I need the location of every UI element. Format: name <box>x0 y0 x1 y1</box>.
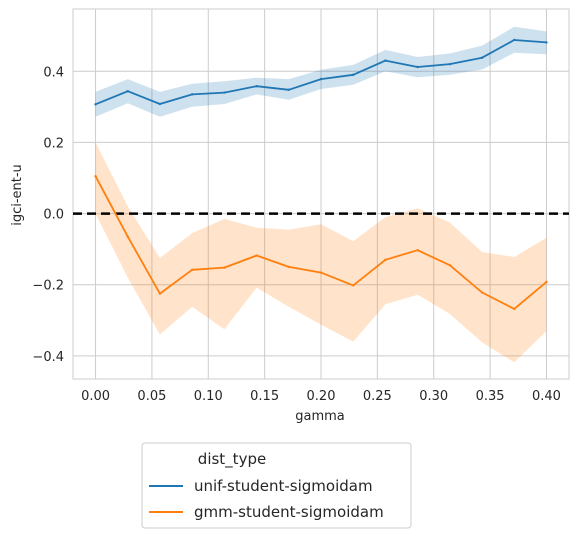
y-axis-label: igci-ent-u <box>10 164 25 226</box>
x-tick-labels: 0.00 0.05 0.10 0.15 0.20 0.25 0.30 0.35 0.40 <box>81 389 561 404</box>
data-point-series-2 <box>190 268 194 271</box>
x-tick-label: 0.20 <box>307 389 336 404</box>
y-tick-label: −0.2 <box>32 279 64 294</box>
data-point-series-2 <box>448 263 452 267</box>
data-point-series-1 <box>416 65 419 69</box>
y-tick-label: 0.0 <box>43 208 64 223</box>
data-point-series-2 <box>416 249 419 252</box>
x-tick-label: 0.35 <box>476 389 505 404</box>
x-tick-label: 0.10 <box>194 389 223 404</box>
data-point-series-2 <box>287 265 290 269</box>
data-point-series-2 <box>480 291 484 294</box>
data-point-series-1 <box>448 62 452 66</box>
data-point-series-2 <box>158 292 162 295</box>
data-point-series-2 <box>545 280 548 284</box>
data-point-series-1 <box>94 103 97 106</box>
x-tick-label: 0.15 <box>250 389 279 404</box>
data-point-series-1 <box>319 77 323 81</box>
data-point-series-2 <box>255 254 258 257</box>
legend-title: dist_type <box>198 450 266 469</box>
data-point-series-2 <box>126 235 129 238</box>
legend: dist_type unif-student-sigmoidam gmm-stu… <box>141 442 412 529</box>
data-point-series-2 <box>352 284 355 287</box>
data-point-series-1 <box>255 85 258 88</box>
confidence-band-series-2 <box>95 142 547 363</box>
data-point-series-1 <box>480 56 484 59</box>
legend-label-gmm: gmm-student-sigmoidam <box>194 503 384 521</box>
y-tick-labels: −0.4 −0.2 0.0 0.2 0.4 <box>32 65 64 365</box>
data-point-series-2 <box>384 258 387 262</box>
data-point-series-2 <box>223 266 226 269</box>
x-tick-label: 0.25 <box>363 389 392 404</box>
x-tick-label: 0.30 <box>419 389 448 404</box>
legend-frame <box>141 442 412 529</box>
y-tick-label: 0.2 <box>43 136 64 151</box>
series-lines <box>94 38 548 311</box>
x-tick-label: 0.05 <box>137 389 166 404</box>
legend-label-unif: unif-student-sigmoidam <box>194 477 373 495</box>
data-point-series-1 <box>223 91 226 94</box>
y-tick-label: 0.4 <box>43 65 64 80</box>
grid-lines <box>72 8 570 380</box>
x-tick-label: 0.40 <box>532 389 561 404</box>
x-axis-label: gamma <box>295 409 345 424</box>
data-point-series-1 <box>352 73 355 77</box>
data-point-series-1 <box>513 38 516 42</box>
data-point-series-2 <box>319 271 323 274</box>
x-tick-label: 0.00 <box>81 389 110 404</box>
data-point-series-1 <box>190 93 194 96</box>
y-tick-label: −0.4 <box>32 350 64 365</box>
data-point-series-1 <box>384 59 387 62</box>
data-point-series-1 <box>158 102 162 106</box>
data-point-series-2 <box>513 307 516 311</box>
data-point-series-1 <box>126 89 129 93</box>
data-point-series-1 <box>545 41 548 44</box>
data-point-series-2 <box>94 175 97 178</box>
data-point-series-1 <box>287 88 290 91</box>
